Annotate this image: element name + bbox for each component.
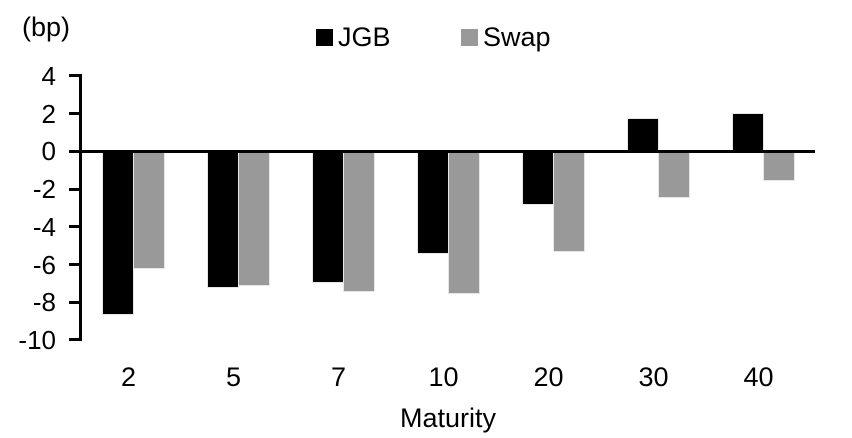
x-axis-tick-label: 20 — [533, 362, 564, 392]
x-axis-tick-label: 10 — [428, 362, 459, 392]
legend-item-jgb: JGB — [316, 21, 391, 53]
zero-axis-line — [81, 149, 815, 153]
bar-jgb-2 — [102, 150, 134, 315]
bar-swap-10 — [448, 150, 480, 294]
y-axis-unit-label: (bp) — [22, 12, 71, 42]
y-axis-tick-label: -4 — [32, 211, 56, 242]
y-axis-tick-label: 2 — [41, 98, 56, 129]
bar-swap-20 — [553, 150, 585, 253]
legend-label-swap: Swap — [483, 22, 551, 52]
y-axis-tick — [69, 112, 81, 116]
y-axis-tick-label: 0 — [41, 136, 56, 167]
bar-swap-40 — [763, 150, 795, 181]
x-axis-tick-label: 30 — [638, 362, 669, 392]
bar-jgb-40 — [732, 112, 764, 153]
y-axis-tick — [69, 263, 81, 267]
bar-swap-2 — [133, 150, 165, 270]
bar-jgb-20 — [522, 150, 554, 206]
bar-jgb-7 — [312, 150, 344, 283]
legend-swatch-jgb — [316, 28, 333, 46]
bar-swap-30 — [658, 150, 690, 198]
y-axis-tick-label: 4 — [41, 60, 56, 91]
x-axis-title: Maturity — [399, 403, 497, 433]
bar-swap-5 — [238, 150, 270, 287]
bar-jgb-5 — [207, 150, 239, 289]
y-axis-tick — [69, 149, 81, 153]
legend-swatch-swap — [461, 28, 478, 46]
y-axis-line — [79, 74, 82, 342]
y-axis-tick — [69, 338, 81, 342]
bar-jgb-10 — [417, 150, 449, 255]
y-axis-tick-label: -2 — [32, 174, 56, 205]
x-axis-tick-label: 40 — [743, 362, 774, 392]
y-axis-tick-label: -8 — [32, 287, 56, 318]
y-axis-tick-label: -6 — [32, 249, 56, 280]
y-axis-tick — [69, 74, 81, 78]
y-axis-tick — [69, 187, 81, 191]
y-axis-tick — [69, 225, 81, 229]
legend-label-jgb: JGB — [338, 22, 391, 52]
legend-item-swap: Swap — [461, 21, 551, 53]
bar-jgb-30 — [627, 118, 659, 153]
y-axis-tick — [69, 300, 81, 304]
x-axis-tick-label: 7 — [330, 362, 347, 392]
bar-swap-7 — [343, 150, 375, 292]
x-axis-tick-label: 5 — [225, 362, 242, 392]
x-axis-tick-label: 2 — [120, 362, 137, 392]
y-axis-tick-label: -10 — [18, 324, 56, 355]
